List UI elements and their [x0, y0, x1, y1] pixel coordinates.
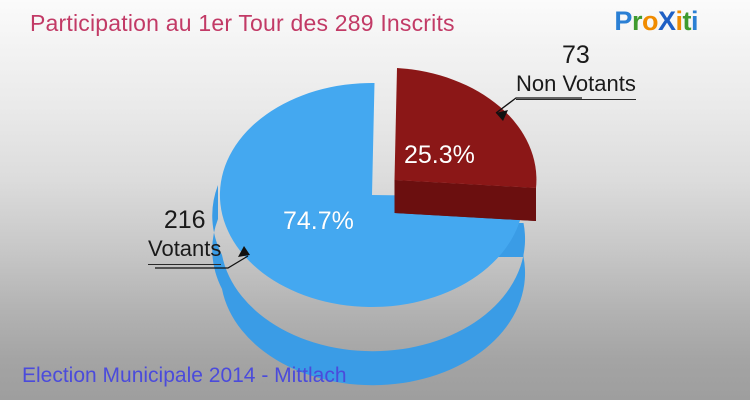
chart-footer-caption: Election Municipale 2014 - Mittlach [22, 364, 347, 387]
pie-slice-non-votants-side-front [394, 180, 536, 221]
callout-votants: 216 Votants [148, 205, 222, 265]
logo-letter-p: P [614, 6, 632, 36]
logo-letter-o: o [641, 6, 659, 36]
chart-title: Participation au 1er Tour des 289 Inscri… [30, 10, 455, 36]
logo-letter-x: X [657, 6, 676, 36]
pie-slice-votants[interactable] [212, 82, 526, 386]
pie-slice-non-votants-percent: 25.3% [404, 141, 475, 169]
logo-letter-i2: i [690, 6, 699, 36]
pie-slice-votants-side [222, 223, 526, 386]
callout-votants-label: Votants [148, 235, 222, 265]
pie-slice-votants-top [219, 82, 524, 307]
logo-letter-t: t [682, 6, 691, 36]
callout-non-votants-label: Non Votants [516, 70, 636, 100]
callout-non-votants-count: 73 [562, 41, 590, 69]
proxiti-logo[interactable]: ProXiti [614, 8, 698, 35]
pie-slice-non-votants[interactable] [394, 68, 537, 221]
logo-letter-r: r [631, 6, 643, 36]
logo-letter-i1: i [675, 6, 683, 36]
pie-slice-non-votants-top [394, 68, 537, 188]
pie-slice-votants-percent: 74.7% [283, 207, 354, 235]
callout-votants-count: 216 [163, 206, 206, 234]
callout-non-votants: 73 Non Votants [516, 40, 636, 100]
